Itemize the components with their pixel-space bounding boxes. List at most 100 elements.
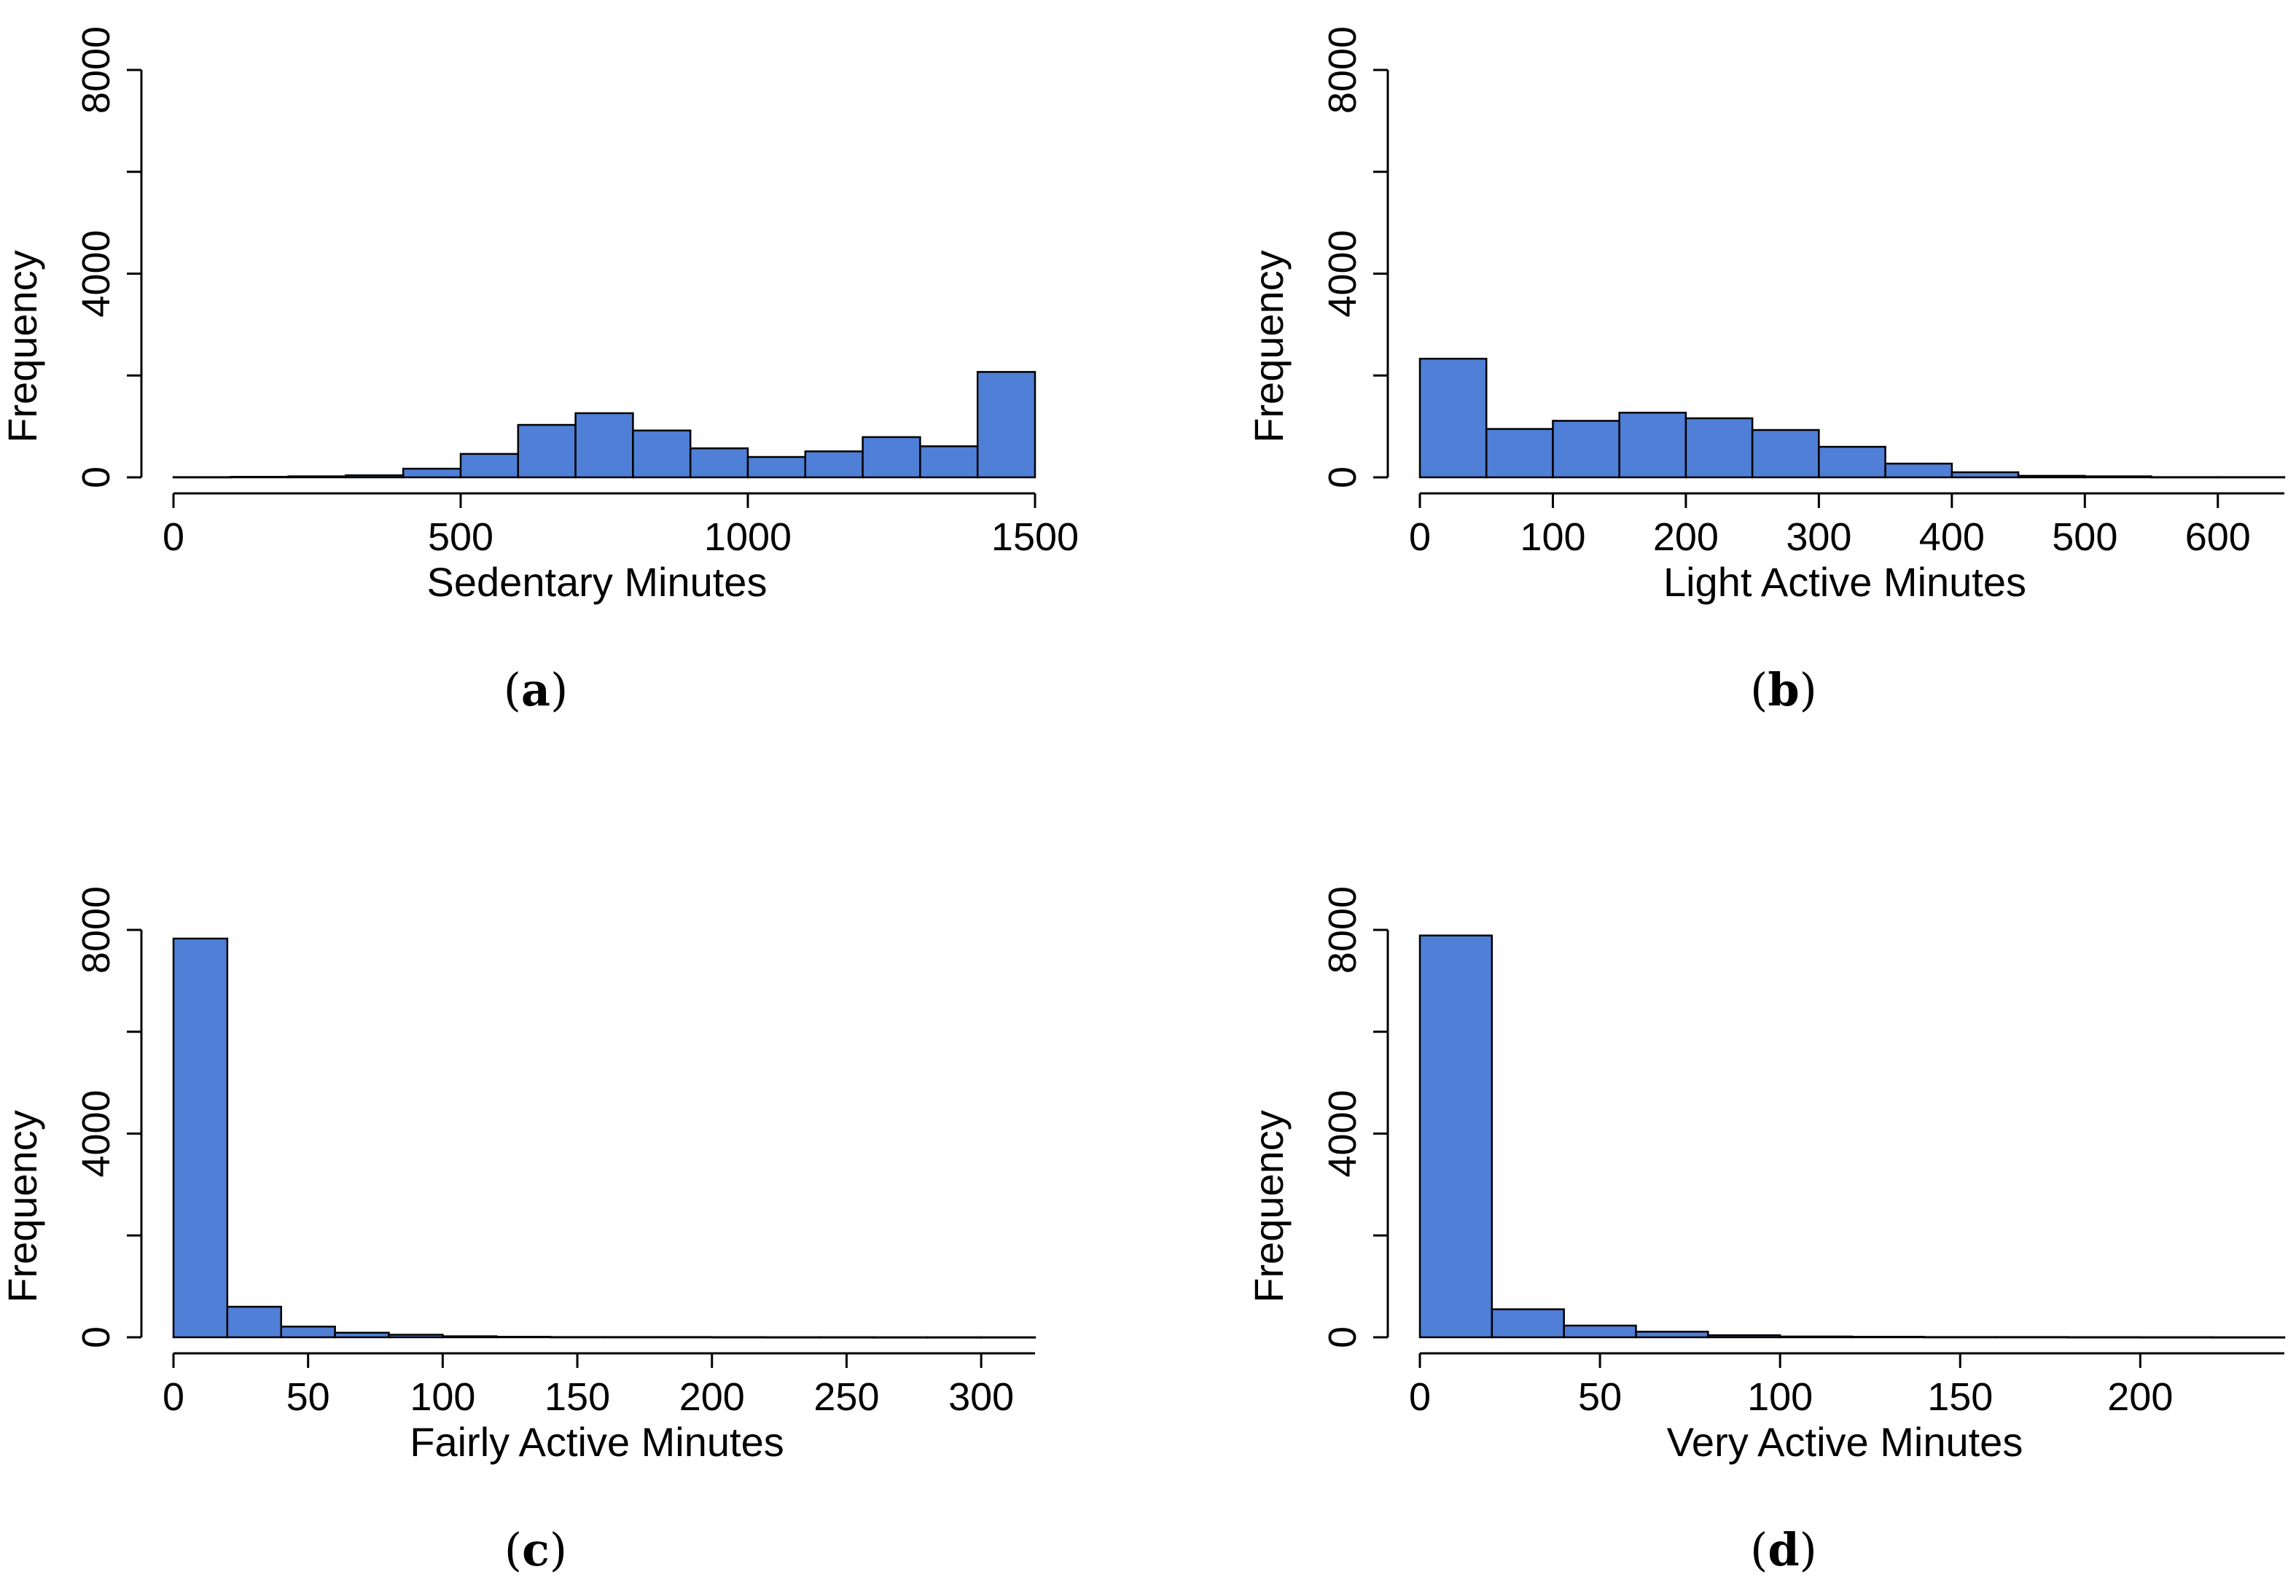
panel-b-bar-2 [1552,420,1620,479]
panel-c-y-tick-label-0: 0 [74,1326,118,1348]
panel-c-bar-11 [765,1336,821,1339]
panel-d-bar-8 [1995,1336,2069,1339]
panel-a-y-tick-label-1: 4000 [74,230,118,317]
panel-c-bar-7 [549,1336,606,1339]
panel-a-bar-3 [345,474,405,479]
panel-b-x-tick-label-3: 300 [1786,515,1851,559]
panel-b-bar-0 [1418,357,1488,479]
panel-d-bar-1 [1491,1308,1565,1339]
panel-a-y-axis-title: Frequency [0,250,45,443]
panel-b-bar-7 [1884,462,1953,479]
panel-a-bar-8 [632,429,692,479]
panel-d-bar-9 [2067,1336,2141,1339]
panel-b-bar-1 [1485,428,1554,479]
panel-a-caption: (a) [504,663,569,716]
panel-b-light-active-histogram: 0 100 200 300 400 500 600 0 4000 8000 Light Active… [1246,26,2286,716]
panel-c-caption: (c) [504,1523,567,1576]
panel-c-x-tick-label-6: 300 [948,1375,1014,1419]
panel-b-y-tick-label-0: 0 [1321,466,1364,488]
panel-d-bar-11 [2211,1336,2286,1339]
panel-c-x-tick-label-4: 200 [679,1375,745,1419]
panel-a-bar-14 [976,371,1036,479]
panel-a-bar-7 [574,412,634,479]
panel-d-y-tick-label-0: 0 [1321,1326,1364,1348]
panel-c-bar-14 [926,1336,983,1339]
panel-b-x-tick-label-1: 100 [1520,515,1585,559]
panel-c-bar-1 [226,1305,282,1339]
panel-a-bar-12 [862,436,921,479]
panel-d-bar-3 [1635,1331,1709,1339]
panel-a-bar-4 [402,467,462,479]
panel-d-x-axis-title: Very Active Minutes [1667,1419,2023,1465]
panel-d-y-tick-label-1: 4000 [1321,1090,1364,1177]
panel-c-bar-12 [819,1336,875,1339]
panel-c-bar-4 [388,1334,444,1339]
panel-b-bar-12 [2217,476,2286,479]
panel-d-y-axis-title: Frequency [1246,1110,1292,1303]
panel-a-x-tick-label-0: 0 [163,515,184,559]
panel-d-x-tick-label-4: 200 [2107,1375,2173,1419]
panel-b-bar-9 [2017,474,2086,479]
panel-c-bar-15 [980,1336,1036,1339]
panel-a-bar-5 [459,453,520,479]
panel-c-bar-10 [711,1336,767,1339]
panel-a-x-tick-label-1: 500 [428,515,493,559]
panel-c-bar-2 [280,1326,336,1339]
panel-c-x-axis-title: Fairly Active Minutes [410,1419,784,1465]
panel-c-x-tick-label-1: 50 [286,1375,330,1419]
panel-b-bar-3 [1618,412,1687,479]
panel-d-bar-0 [1418,934,1493,1339]
panel-a-bar-11 [804,450,864,479]
panel-c-y-tick-label-1: 4000 [74,1090,118,1177]
panel-b-x-tick-label-6: 600 [2185,515,2251,559]
panel-b-bar-11 [2150,476,2219,479]
panel-d-x-tick-label-2: 100 [1747,1375,1813,1419]
panel-c-y-axis-title: Frequency [0,1110,45,1303]
panel-b-x-tick-label-5: 500 [2052,515,2117,559]
panel-d-x-tick-label-1: 50 [1578,1375,1622,1419]
panel-c-x-tick-label-3: 150 [544,1375,610,1419]
panel-c-fairly-active-histogram: 0 50 100 150 200 250 300 0 4000 8000 Fairly Active… [0,886,1036,1576]
panel-b-x-tick-label-0: 0 [1409,515,1431,559]
panel-b-x-tick-label-2: 200 [1653,515,1719,559]
panel-a-bar-9 [689,447,749,479]
panel-a-bar-10 [746,455,807,479]
panel-c-bar-8 [603,1336,660,1339]
panel-b-x-axis-title: Light Active Minutes [1663,559,2026,605]
panel-c-bar-3 [334,1331,390,1339]
panel-a-x-tick-label-3: 1500 [991,515,1079,559]
panel-b-caption: (b) [1750,663,1817,716]
panel-d-very-active-histogram: 0 50 100 150 200 0 4000 8000 Very Active Minutes… [1246,886,2286,1576]
panel-b-bar-4 [1684,417,1754,479]
panel-a-y-tick-label-0: 0 [74,466,118,488]
panel-d-bar-10 [2139,1336,2214,1339]
panel-c-bar-0 [172,937,229,1339]
panel-b-y-axis-title: Frequency [1246,250,1292,443]
panel-d-bar-4 [1707,1334,1781,1339]
panel-a-x-tick-label-2: 1000 [704,515,792,559]
panel-d-x-tick-label-0: 0 [1409,1375,1431,1419]
panel-c-x-tick-label-0: 0 [163,1375,184,1419]
panel-a-bar-0 [172,476,233,479]
panel-c-bar-9 [657,1336,713,1339]
panel-d-bar-7 [1923,1336,1997,1339]
panel-b-bar-5 [1751,429,1820,479]
panel-b-bar-8 [1951,471,2020,479]
panel-a-bar-6 [517,423,577,479]
panel-c-bar-13 [872,1336,929,1339]
panel-c-x-tick-label-5: 250 [813,1375,879,1419]
panel-a-bar-13 [919,445,979,479]
panel-b-y-tick-label-2: 8000 [1321,26,1364,114]
panel-a-y-tick-label-2: 8000 [74,26,118,114]
panel-d-bar-2 [1563,1324,1637,1339]
panel-a-x-axis-title: Sedentary Minutes [427,559,768,605]
panel-d-x-tick-label-3: 150 [1927,1375,1993,1419]
panel-a-sedentary-histogram: 0 500 1000 1500 0 4000 8000 Sedentary Minutes Fr… [0,26,1079,716]
panel-c-x-tick-label-2: 100 [410,1375,475,1419]
panel-b-x-tick-label-4: 400 [1919,515,1985,559]
panel-d-caption: (d) [1750,1523,1817,1576]
panel-c-y-tick-label-2: 8000 [74,886,118,974]
panel-b-bar-6 [1818,445,1886,479]
panel-b-y-tick-label-1: 4000 [1321,230,1364,317]
